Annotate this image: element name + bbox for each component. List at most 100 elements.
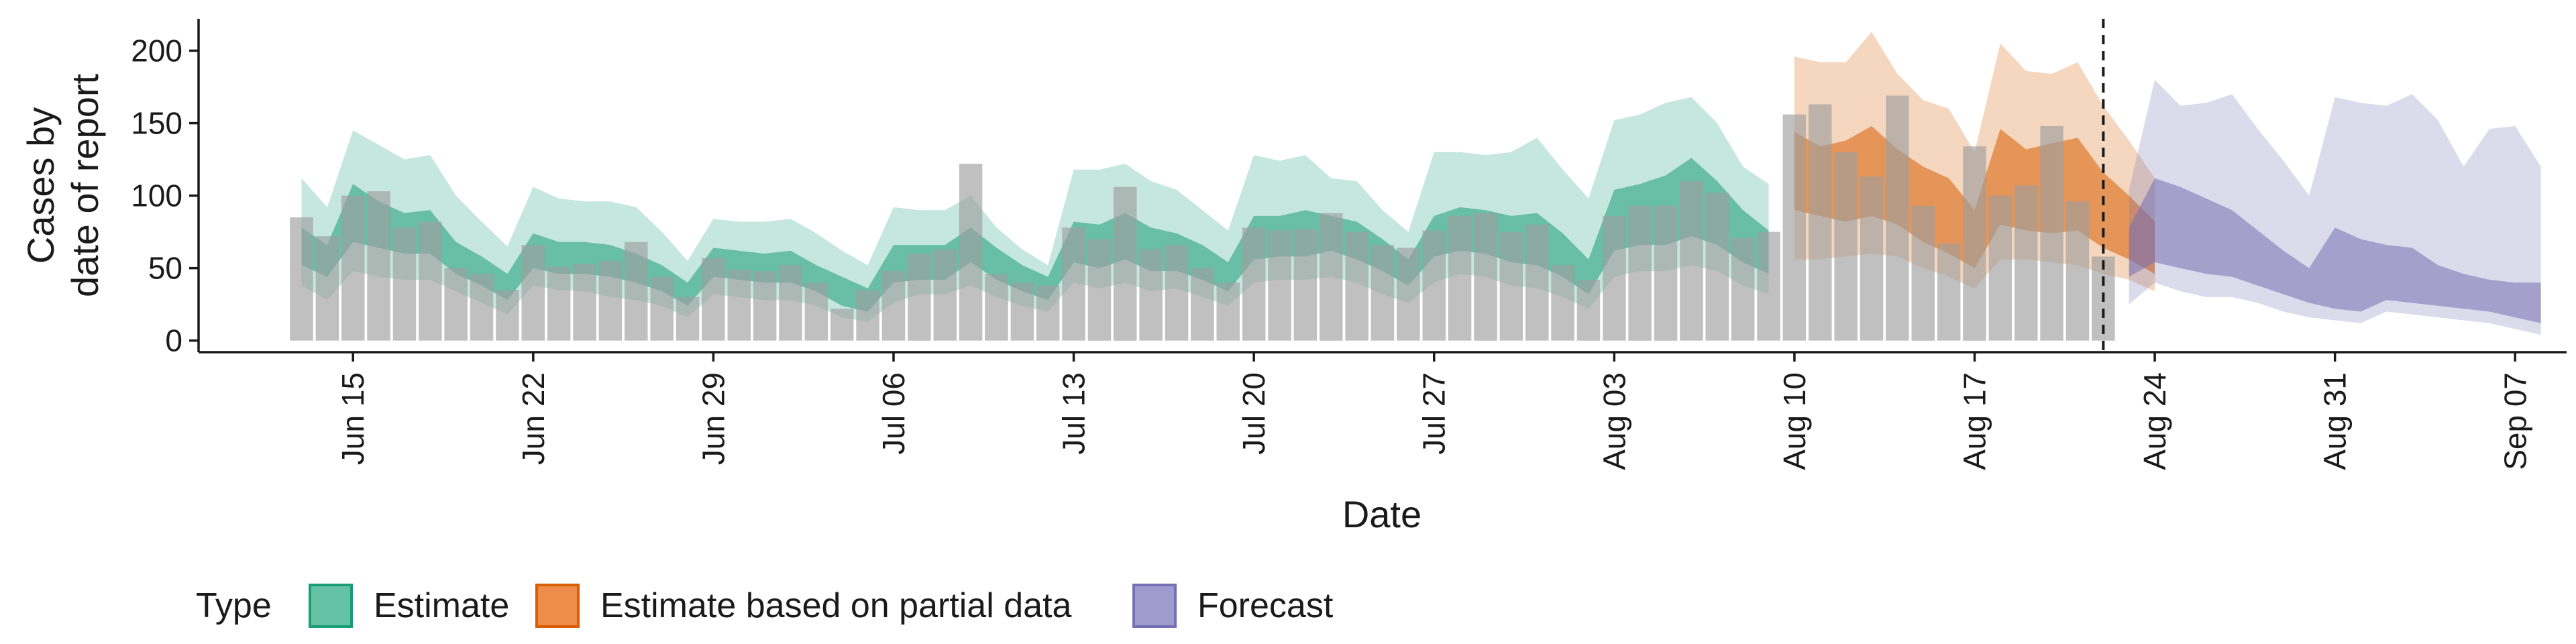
bar bbox=[1191, 268, 1214, 341]
bar bbox=[1886, 95, 1909, 341]
bar bbox=[1242, 227, 1266, 341]
x-tick-label: Aug 10 bbox=[1777, 372, 1812, 470]
bar bbox=[573, 264, 596, 341]
forecast-band-50 bbox=[2129, 178, 2541, 323]
bar bbox=[1551, 265, 1574, 341]
bar bbox=[290, 217, 313, 341]
x-tick-label: Jun 22 bbox=[516, 372, 551, 465]
legend-label-forecast: Forecast bbox=[1197, 586, 1334, 625]
bar bbox=[2040, 125, 2063, 341]
bar bbox=[804, 282, 828, 341]
bar bbox=[1680, 181, 1703, 341]
bar bbox=[444, 268, 468, 341]
y-axis-title-line: date of report bbox=[64, 74, 106, 298]
x-tick-label: Aug 03 bbox=[1597, 372, 1631, 470]
bar bbox=[341, 195, 365, 341]
bar bbox=[676, 297, 700, 341]
legend-key-forecast bbox=[1132, 584, 1177, 628]
legend-label-partial-estimate: Estimate based on partial data bbox=[600, 586, 1072, 625]
x-tick-label: Jul 06 bbox=[876, 372, 911, 455]
bar bbox=[1988, 195, 2012, 341]
bar bbox=[1937, 243, 1961, 341]
bar bbox=[1474, 213, 1497, 341]
legend-key-estimate bbox=[309, 584, 353, 628]
legend-key-partial-estimate bbox=[535, 584, 580, 628]
bar bbox=[1087, 239, 1112, 341]
bar bbox=[521, 245, 545, 341]
bar bbox=[985, 274, 1008, 341]
bar bbox=[1603, 215, 1626, 341]
y-axis-title: Cases by date of report bbox=[19, 74, 106, 298]
x-tick-label: Jun 15 bbox=[335, 372, 370, 465]
bar bbox=[1165, 245, 1189, 341]
bar bbox=[1525, 224, 1549, 341]
reported-cases-bars bbox=[290, 95, 2115, 341]
legend-title: Type bbox=[196, 586, 272, 625]
x-tick-label: Aug 31 bbox=[2318, 372, 2353, 470]
bar bbox=[908, 254, 931, 341]
bar bbox=[1268, 230, 1291, 341]
x-tick-label: Jun 29 bbox=[696, 372, 731, 465]
bar bbox=[315, 236, 339, 341]
x-tick-label: Jul 13 bbox=[1057, 372, 1091, 455]
bar bbox=[1911, 205, 1935, 341]
bar bbox=[2015, 185, 2038, 341]
bar bbox=[1448, 215, 1472, 341]
bar bbox=[1114, 186, 1137, 341]
bar bbox=[1757, 231, 1780, 341]
bar bbox=[779, 265, 802, 341]
bar bbox=[1320, 213, 1343, 341]
bar bbox=[547, 266, 571, 341]
bar bbox=[1062, 227, 1085, 341]
x-axis-title: Date bbox=[1342, 493, 1421, 535]
bar bbox=[702, 258, 725, 341]
bar bbox=[1139, 249, 1163, 341]
bar bbox=[1371, 245, 1395, 341]
x-tick-label: Jul 20 bbox=[1236, 372, 1271, 455]
bar bbox=[1834, 152, 1858, 341]
bar bbox=[1628, 205, 1652, 341]
bar bbox=[625, 241, 648, 341]
bar bbox=[1809, 104, 1832, 341]
x-tick-label: Jul 27 bbox=[1417, 372, 1452, 455]
x-tick-label: Sep 07 bbox=[2498, 372, 2532, 470]
bar bbox=[2065, 201, 2090, 341]
bar bbox=[1422, 230, 1446, 341]
bar bbox=[1499, 231, 1523, 341]
bar bbox=[1216, 282, 1240, 341]
y-tick-label: 50 bbox=[148, 251, 182, 286]
bar bbox=[753, 271, 777, 341]
bar bbox=[367, 191, 390, 341]
legend: Type Estimate Estimate based on partial da… bbox=[196, 584, 1334, 628]
partial-estimate-band-50 bbox=[1794, 125, 2155, 274]
bar bbox=[470, 274, 494, 341]
bar bbox=[727, 269, 751, 341]
bar bbox=[598, 260, 623, 341]
y-axis-title-line: Cases by bbox=[19, 107, 62, 264]
bar bbox=[959, 164, 983, 341]
legend-label-estimate: Estimate bbox=[374, 586, 509, 625]
bar bbox=[856, 290, 879, 341]
axes: 0 50 100 150 200 Jun 15 Jun 22 Jun 29 Jul 06 Jul … bbox=[131, 19, 2567, 470]
x-tick-label: Aug 24 bbox=[2137, 372, 2172, 470]
bar bbox=[650, 276, 674, 341]
bar bbox=[1576, 280, 1601, 341]
y-tick-label: 100 bbox=[131, 178, 182, 213]
bar bbox=[933, 249, 957, 341]
y-tick-label: 150 bbox=[131, 106, 182, 141]
bar bbox=[830, 309, 854, 341]
bar bbox=[1036, 285, 1060, 341]
bar bbox=[496, 290, 519, 341]
bar bbox=[1731, 237, 1755, 341]
y-tick-label: 0 bbox=[165, 323, 182, 358]
bar bbox=[1963, 146, 1986, 341]
bar bbox=[1293, 229, 1318, 341]
bar bbox=[1010, 282, 1034, 341]
bar bbox=[1782, 114, 1807, 341]
bar bbox=[1705, 193, 1729, 341]
y-tick-label: 200 bbox=[131, 34, 182, 68]
bar bbox=[881, 271, 906, 341]
bar bbox=[419, 221, 442, 341]
x-tick-label: Aug 17 bbox=[1957, 372, 1992, 470]
